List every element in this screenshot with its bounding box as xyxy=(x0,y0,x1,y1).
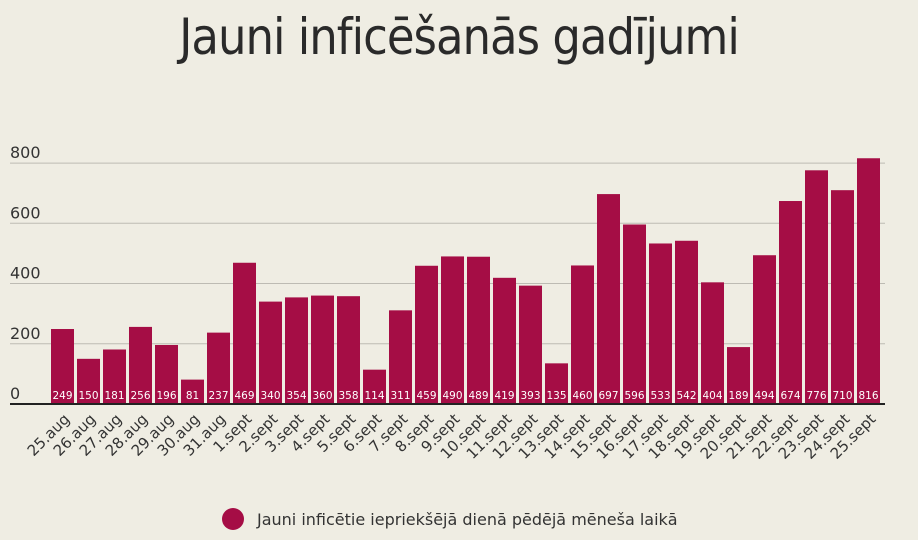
data-label: 181 xyxy=(104,390,124,402)
data-label: 256 xyxy=(130,390,150,402)
data-label: 114 xyxy=(364,390,384,402)
bar xyxy=(727,347,750,404)
bar xyxy=(701,282,724,404)
data-labels: 249 150 181 256 196 81 237 469 340 354 360 358 114 31… xyxy=(52,390,878,402)
bar xyxy=(623,224,646,404)
bar xyxy=(493,277,516,404)
y-tick-label: 800 xyxy=(10,143,41,162)
bar xyxy=(467,256,490,404)
data-label: 249 xyxy=(52,390,72,402)
bar xyxy=(77,358,100,404)
data-label: 419 xyxy=(494,390,514,402)
data-label: 489 xyxy=(468,390,488,402)
data-label: 710 xyxy=(832,390,852,402)
data-label: 311 xyxy=(390,390,410,402)
bar xyxy=(285,297,308,404)
data-label: 816 xyxy=(858,390,878,402)
data-label: 360 xyxy=(312,390,332,402)
data-label: 533 xyxy=(650,390,670,402)
data-label: 189 xyxy=(728,390,748,402)
data-label: 150 xyxy=(78,390,98,402)
bar xyxy=(519,285,542,404)
bar xyxy=(311,295,334,404)
data-label: 135 xyxy=(546,390,566,402)
legend: Jauni inficētie iepriekšējā dienā pēdējā… xyxy=(222,508,678,530)
bar xyxy=(857,158,880,404)
legend-swatch xyxy=(222,508,244,530)
bar xyxy=(675,240,698,404)
bar xyxy=(545,363,568,404)
data-label: 237 xyxy=(208,390,228,402)
bar xyxy=(597,194,620,404)
bar xyxy=(389,310,412,404)
bar xyxy=(259,301,282,404)
bar xyxy=(51,329,74,404)
bar xyxy=(129,326,152,404)
bar xyxy=(649,243,672,404)
data-label: 340 xyxy=(260,390,280,402)
bar xyxy=(181,379,204,404)
data-label: 469 xyxy=(234,390,254,402)
data-label: 490 xyxy=(442,390,462,402)
y-tick-label: 400 xyxy=(10,264,41,283)
data-label: 674 xyxy=(780,390,800,402)
y-tick-label: 600 xyxy=(10,203,41,222)
bar xyxy=(831,190,854,404)
bar xyxy=(233,262,256,404)
bar xyxy=(415,265,438,404)
data-label: 459 xyxy=(416,390,436,402)
data-label: 81 xyxy=(186,390,199,402)
legend-label: Jauni inficētie iepriekšējā dienā pēdējā… xyxy=(257,509,678,529)
data-label: 404 xyxy=(702,390,722,402)
bar xyxy=(207,332,230,404)
chart-title: Jauni inficēšanās gadījumi xyxy=(179,8,740,66)
data-label: 393 xyxy=(520,390,540,402)
bar xyxy=(441,256,464,404)
y-axis-ticks: 0 200 400 600 800 xyxy=(10,143,41,403)
bar xyxy=(363,369,386,404)
data-label: 354 xyxy=(286,390,306,402)
y-tick-label: 200 xyxy=(10,324,41,343)
bar xyxy=(103,349,126,404)
data-label: 776 xyxy=(806,390,826,402)
data-label: 596 xyxy=(624,390,644,402)
data-label: 358 xyxy=(338,390,358,402)
bar xyxy=(805,170,828,404)
data-label: 494 xyxy=(754,390,774,402)
bar xyxy=(155,344,178,404)
bar xyxy=(779,201,802,404)
bar xyxy=(571,265,594,404)
bar xyxy=(753,255,776,404)
data-label: 697 xyxy=(598,390,618,402)
bars xyxy=(51,158,880,404)
bar xyxy=(337,296,360,404)
data-label: 460 xyxy=(572,390,592,402)
x-axis-ticks: 25.aug26.aug27.aug28.aug29.aug30.aug31.a… xyxy=(24,410,880,463)
y-tick-label: 0 xyxy=(10,384,20,403)
data-label: 196 xyxy=(156,390,176,402)
data-label: 542 xyxy=(676,390,696,402)
